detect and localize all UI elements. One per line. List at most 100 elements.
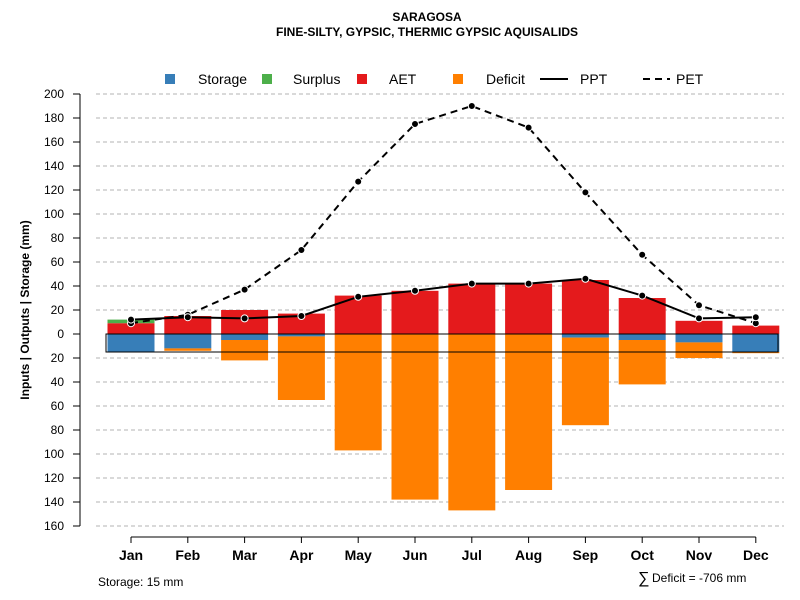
deficit-bar xyxy=(675,342,723,358)
ppt-point xyxy=(240,314,249,323)
x-tick-label: Aug xyxy=(515,547,542,563)
ppt-point xyxy=(297,312,306,320)
pet-point xyxy=(297,246,306,254)
y-tick-label: 40 xyxy=(51,375,65,389)
legend: Storage Surplus AET Deficit PPT PET xyxy=(165,71,704,87)
y-tick-label: 120 xyxy=(44,471,64,485)
deficit-bar xyxy=(448,334,496,511)
aet-bar xyxy=(448,283,496,334)
y-tick-label: 80 xyxy=(51,231,65,245)
ppt-point xyxy=(127,315,135,324)
y-tick-label: 120 xyxy=(44,183,64,197)
aet-bar xyxy=(618,298,666,334)
pet-point xyxy=(581,188,590,197)
aet-bar xyxy=(391,290,439,334)
y-tick-label: 100 xyxy=(44,207,64,221)
y-tick-label: 160 xyxy=(44,135,64,149)
storage-bar xyxy=(732,334,780,352)
y-tick-label: 20 xyxy=(51,351,65,365)
pet-point xyxy=(638,250,647,259)
ppt-point xyxy=(467,279,476,288)
aet-bar xyxy=(561,280,609,334)
y-tick-label: 80 xyxy=(51,423,65,437)
pet-line xyxy=(130,104,757,325)
aet-bar xyxy=(277,313,325,334)
bars xyxy=(105,280,780,511)
storage-legend-swatch xyxy=(165,74,175,84)
x-tick-label: Feb xyxy=(175,547,200,563)
y-tick-label: 200 xyxy=(44,87,64,101)
deficit-legend-swatch xyxy=(453,74,463,84)
deficit-bar xyxy=(732,352,780,354)
storage-bar xyxy=(561,334,609,338)
pet-point xyxy=(354,177,363,186)
y-tick-label: 160 xyxy=(44,519,64,533)
lines xyxy=(127,102,760,328)
deficit-bar xyxy=(391,334,439,500)
x-tick-label: Apr xyxy=(289,547,314,563)
storage-bar xyxy=(675,334,723,343)
storage-bar xyxy=(277,334,325,337)
y-axis-label: Inputs | Outputs | Storage (mm) xyxy=(18,220,32,399)
ppt-legend-label: PPT xyxy=(580,71,608,87)
y-tick-label: 0 xyxy=(57,327,64,341)
ppt-point xyxy=(354,292,363,301)
x-tick-label: Dec xyxy=(743,547,769,563)
storage-bar xyxy=(107,334,155,352)
deficit-bar xyxy=(164,348,212,351)
aet-legend-label: AET xyxy=(389,71,417,87)
ppt-point xyxy=(751,313,760,322)
x-tick-label: Oct xyxy=(631,547,655,563)
storage-bar xyxy=(221,334,269,340)
chart-title: SARAGOSA xyxy=(392,10,462,24)
pet-point xyxy=(467,102,476,110)
deficit-bar xyxy=(505,334,553,490)
axes: 2001801601401201008060402002040608010012… xyxy=(44,87,769,563)
deficit-bar xyxy=(334,334,382,451)
storage-footer: Storage: 15 mm xyxy=(98,575,183,589)
deficit-bar xyxy=(618,340,666,385)
ppt-point xyxy=(695,314,703,323)
pet-point xyxy=(695,301,703,310)
sum-symbol: ∑ xyxy=(638,570,649,587)
ppt-point xyxy=(581,274,590,283)
y-tick-label: 60 xyxy=(51,399,65,413)
ppt-line xyxy=(130,277,756,321)
aet-bar xyxy=(505,283,553,334)
deficit-footer: Deficit = -706 mm xyxy=(652,571,746,585)
storage-bar xyxy=(164,334,212,349)
y-tick-label: 20 xyxy=(51,303,65,317)
deficit-bar xyxy=(221,340,269,361)
deficit-bar xyxy=(277,336,325,400)
y-tick-label: 180 xyxy=(44,111,64,125)
ppt-point xyxy=(638,291,647,300)
x-tick-label: May xyxy=(345,547,372,563)
aet-bar xyxy=(164,316,212,334)
x-tick-label: Jan xyxy=(119,547,143,563)
storage-legend-label: Storage xyxy=(198,71,247,87)
aet-bar xyxy=(732,325,780,334)
aet-bar xyxy=(107,323,155,334)
pet-point xyxy=(411,120,419,128)
chart-subtitle: FINE-SILTY, GYPSIC, THERMIC GYPSIC AQUIS… xyxy=(276,25,578,39)
deficit-bar xyxy=(561,337,609,426)
x-tick-label: Jul xyxy=(462,547,482,563)
x-tick-label: Sep xyxy=(573,547,599,563)
ppt-point xyxy=(524,279,533,288)
y-tick-label: 140 xyxy=(44,159,64,173)
grid-lines xyxy=(96,93,784,527)
y-tick-label: 100 xyxy=(44,447,64,461)
deficit-legend-label: Deficit xyxy=(486,71,525,87)
storage-capacity-box xyxy=(105,333,779,353)
pet-point xyxy=(240,285,249,294)
pet-legend-label: PET xyxy=(676,71,704,87)
x-tick-label: Jun xyxy=(403,547,428,563)
ppt-point xyxy=(411,286,419,295)
aet-bar xyxy=(675,320,723,334)
ppt-point xyxy=(183,313,192,322)
surplus-legend-label: Surplus xyxy=(293,71,340,87)
x-tick-label: Mar xyxy=(232,547,257,563)
surplus-legend-swatch xyxy=(262,74,272,84)
y-tick-label: 140 xyxy=(44,495,64,509)
